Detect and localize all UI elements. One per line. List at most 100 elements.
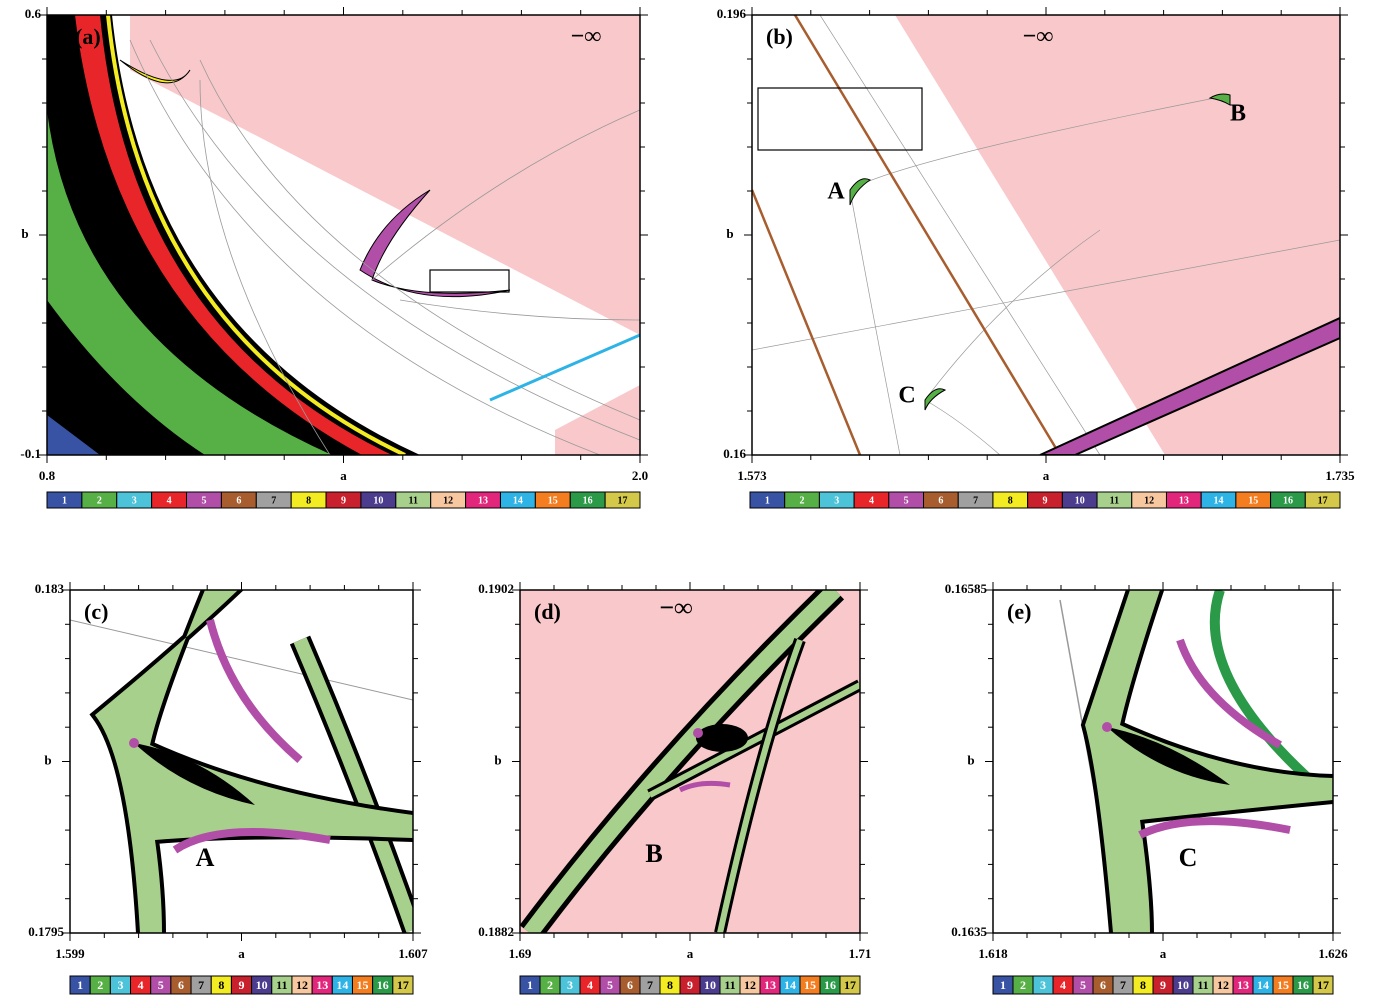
colorbar-label: 12 <box>744 978 756 992</box>
x-tick-label: 1.69 <box>509 946 532 961</box>
colorbar-label: 5 <box>158 978 164 992</box>
colorbar-label: 7 <box>647 978 653 992</box>
colorbar-label: 11 <box>276 978 287 992</box>
x-axis-label: a <box>1043 468 1050 483</box>
panel-label: (b) <box>766 24 793 49</box>
annotation: C <box>898 383 915 409</box>
colorbar-label: 15 <box>548 495 558 506</box>
colorbar-label: 15 <box>1248 495 1258 506</box>
colorbar-label: 16 <box>1283 495 1293 506</box>
colorbar-label: 17 <box>1317 978 1329 992</box>
x-tick-label: 1.607 <box>398 946 428 961</box>
colorbar-label: 7 <box>973 495 978 506</box>
x-axis-label: a <box>238 946 245 961</box>
x-axis-label: a <box>340 468 347 483</box>
colorbar-label: 1 <box>765 495 770 506</box>
x-axis-label: a <box>687 946 694 961</box>
panel-b-image <box>752 15 1340 455</box>
annotation: A <box>827 179 845 205</box>
y-tick-label: 0.1902 <box>478 581 514 596</box>
colorbar-label: 4 <box>138 978 144 992</box>
panel-label: (e) <box>1007 599 1031 624</box>
colorbar-label: 4 <box>1060 978 1066 992</box>
colorbar-label: 4 <box>167 495 172 506</box>
colorbar-label: 9 <box>239 978 245 992</box>
colorbar-label: 12 <box>443 495 453 506</box>
colorbar-label: 5 <box>201 495 206 506</box>
panel-d-image <box>520 590 860 933</box>
colorbar-label: 6 <box>178 978 184 992</box>
colorbar-label: 11 <box>1110 495 1119 506</box>
colorbar-label: 3 <box>567 978 573 992</box>
colorbar-label: 2 <box>1020 978 1026 992</box>
colorbar-label: 3 <box>117 978 123 992</box>
colorbar-label: 9 <box>1043 495 1048 506</box>
panel-label: (d) <box>534 599 561 624</box>
panel-c-image <box>70 590 413 933</box>
colorbar-label: 1 <box>1000 978 1006 992</box>
y-tick-label: 0.6 <box>25 6 42 21</box>
y-tick-label: 0.196 <box>717 6 747 21</box>
colorbar-label: 10 <box>256 978 268 992</box>
y-tick-label: 0.183 <box>35 581 65 596</box>
panel-a-image <box>47 15 640 455</box>
x-tick-label: 2.0 <box>632 468 648 483</box>
colorbar-label: 17 <box>397 978 409 992</box>
colorbar-label: 7 <box>198 978 204 992</box>
colorbar-label: 12 <box>1144 495 1154 506</box>
y-axis-label: b <box>967 752 974 767</box>
colorbar-label: 4 <box>587 978 593 992</box>
figure: 0.6-0.1b0.82.0a(a)−∞12345678910111213141… <box>0 0 1374 999</box>
colorbar-label: 6 <box>627 978 633 992</box>
colorbar-label: 8 <box>667 978 673 992</box>
colorbar-label: 14 <box>1257 978 1269 992</box>
colorbar-label: 9 <box>341 495 346 506</box>
colorbar-label: 12 <box>296 978 308 992</box>
panel-label: (a) <box>75 24 101 49</box>
colorbar-label: 5 <box>607 978 613 992</box>
y-axis-label: b <box>21 226 28 241</box>
colorbar-label: 15 <box>1277 978 1289 992</box>
colorbar-label: 1 <box>62 495 67 506</box>
colorbar-label: 10 <box>373 495 383 506</box>
colorbar-label: 1 <box>77 978 83 992</box>
colorbar-label: 17 <box>844 978 856 992</box>
colorbar-label: 16 <box>1297 978 1309 992</box>
colorbar-label: 2 <box>97 495 102 506</box>
colorbar-label: 13 <box>1237 978 1249 992</box>
colorbar-label: 9 <box>687 978 693 992</box>
colorbar-label: 14 <box>336 978 348 992</box>
colorbar-label: 14 <box>513 495 523 506</box>
colorbar-label: 1 <box>527 978 533 992</box>
colorbar-label: 10 <box>704 978 716 992</box>
colorbar-label: 4 <box>869 495 874 506</box>
colorbar-label: 16 <box>377 978 389 992</box>
colorbar-label: 13 <box>764 978 776 992</box>
x-tick-label: 1.573 <box>737 468 767 483</box>
colorbar-label: 2 <box>800 495 805 506</box>
colorbar-label: 2 <box>97 978 103 992</box>
colorbar-label: 12 <box>1217 978 1229 992</box>
colorbar-label: 9 <box>1160 978 1166 992</box>
colorbar-label: 10 <box>1075 495 1085 506</box>
colorbar-label: 8 <box>306 495 311 506</box>
colorbar-label: 17 <box>1318 495 1328 506</box>
colorbar-label: 11 <box>724 978 735 992</box>
x-tick-label: 1.618 <box>978 946 1008 961</box>
annotation: C <box>1179 843 1198 872</box>
x-axis-label: a <box>1160 946 1167 961</box>
colorbar-label: 11 <box>409 495 418 506</box>
panel-e-image <box>993 590 1333 933</box>
colorbar-label: 14 <box>1214 495 1224 506</box>
colorbar-label: 2 <box>547 978 553 992</box>
colorbar-label: 10 <box>1177 978 1189 992</box>
annotation: B <box>1230 101 1246 127</box>
colorbar-label: 6 <box>938 495 943 506</box>
x-tick-label: 0.8 <box>39 468 56 483</box>
y-tick-label: 0.1795 <box>28 924 64 939</box>
colorbar-label: 15 <box>804 978 816 992</box>
x-tick-label: 1.71 <box>849 946 872 961</box>
colorbar-label: 6 <box>1100 978 1106 992</box>
colorbar-label: 14 <box>784 978 796 992</box>
colorbar-label: 8 <box>1008 495 1013 506</box>
